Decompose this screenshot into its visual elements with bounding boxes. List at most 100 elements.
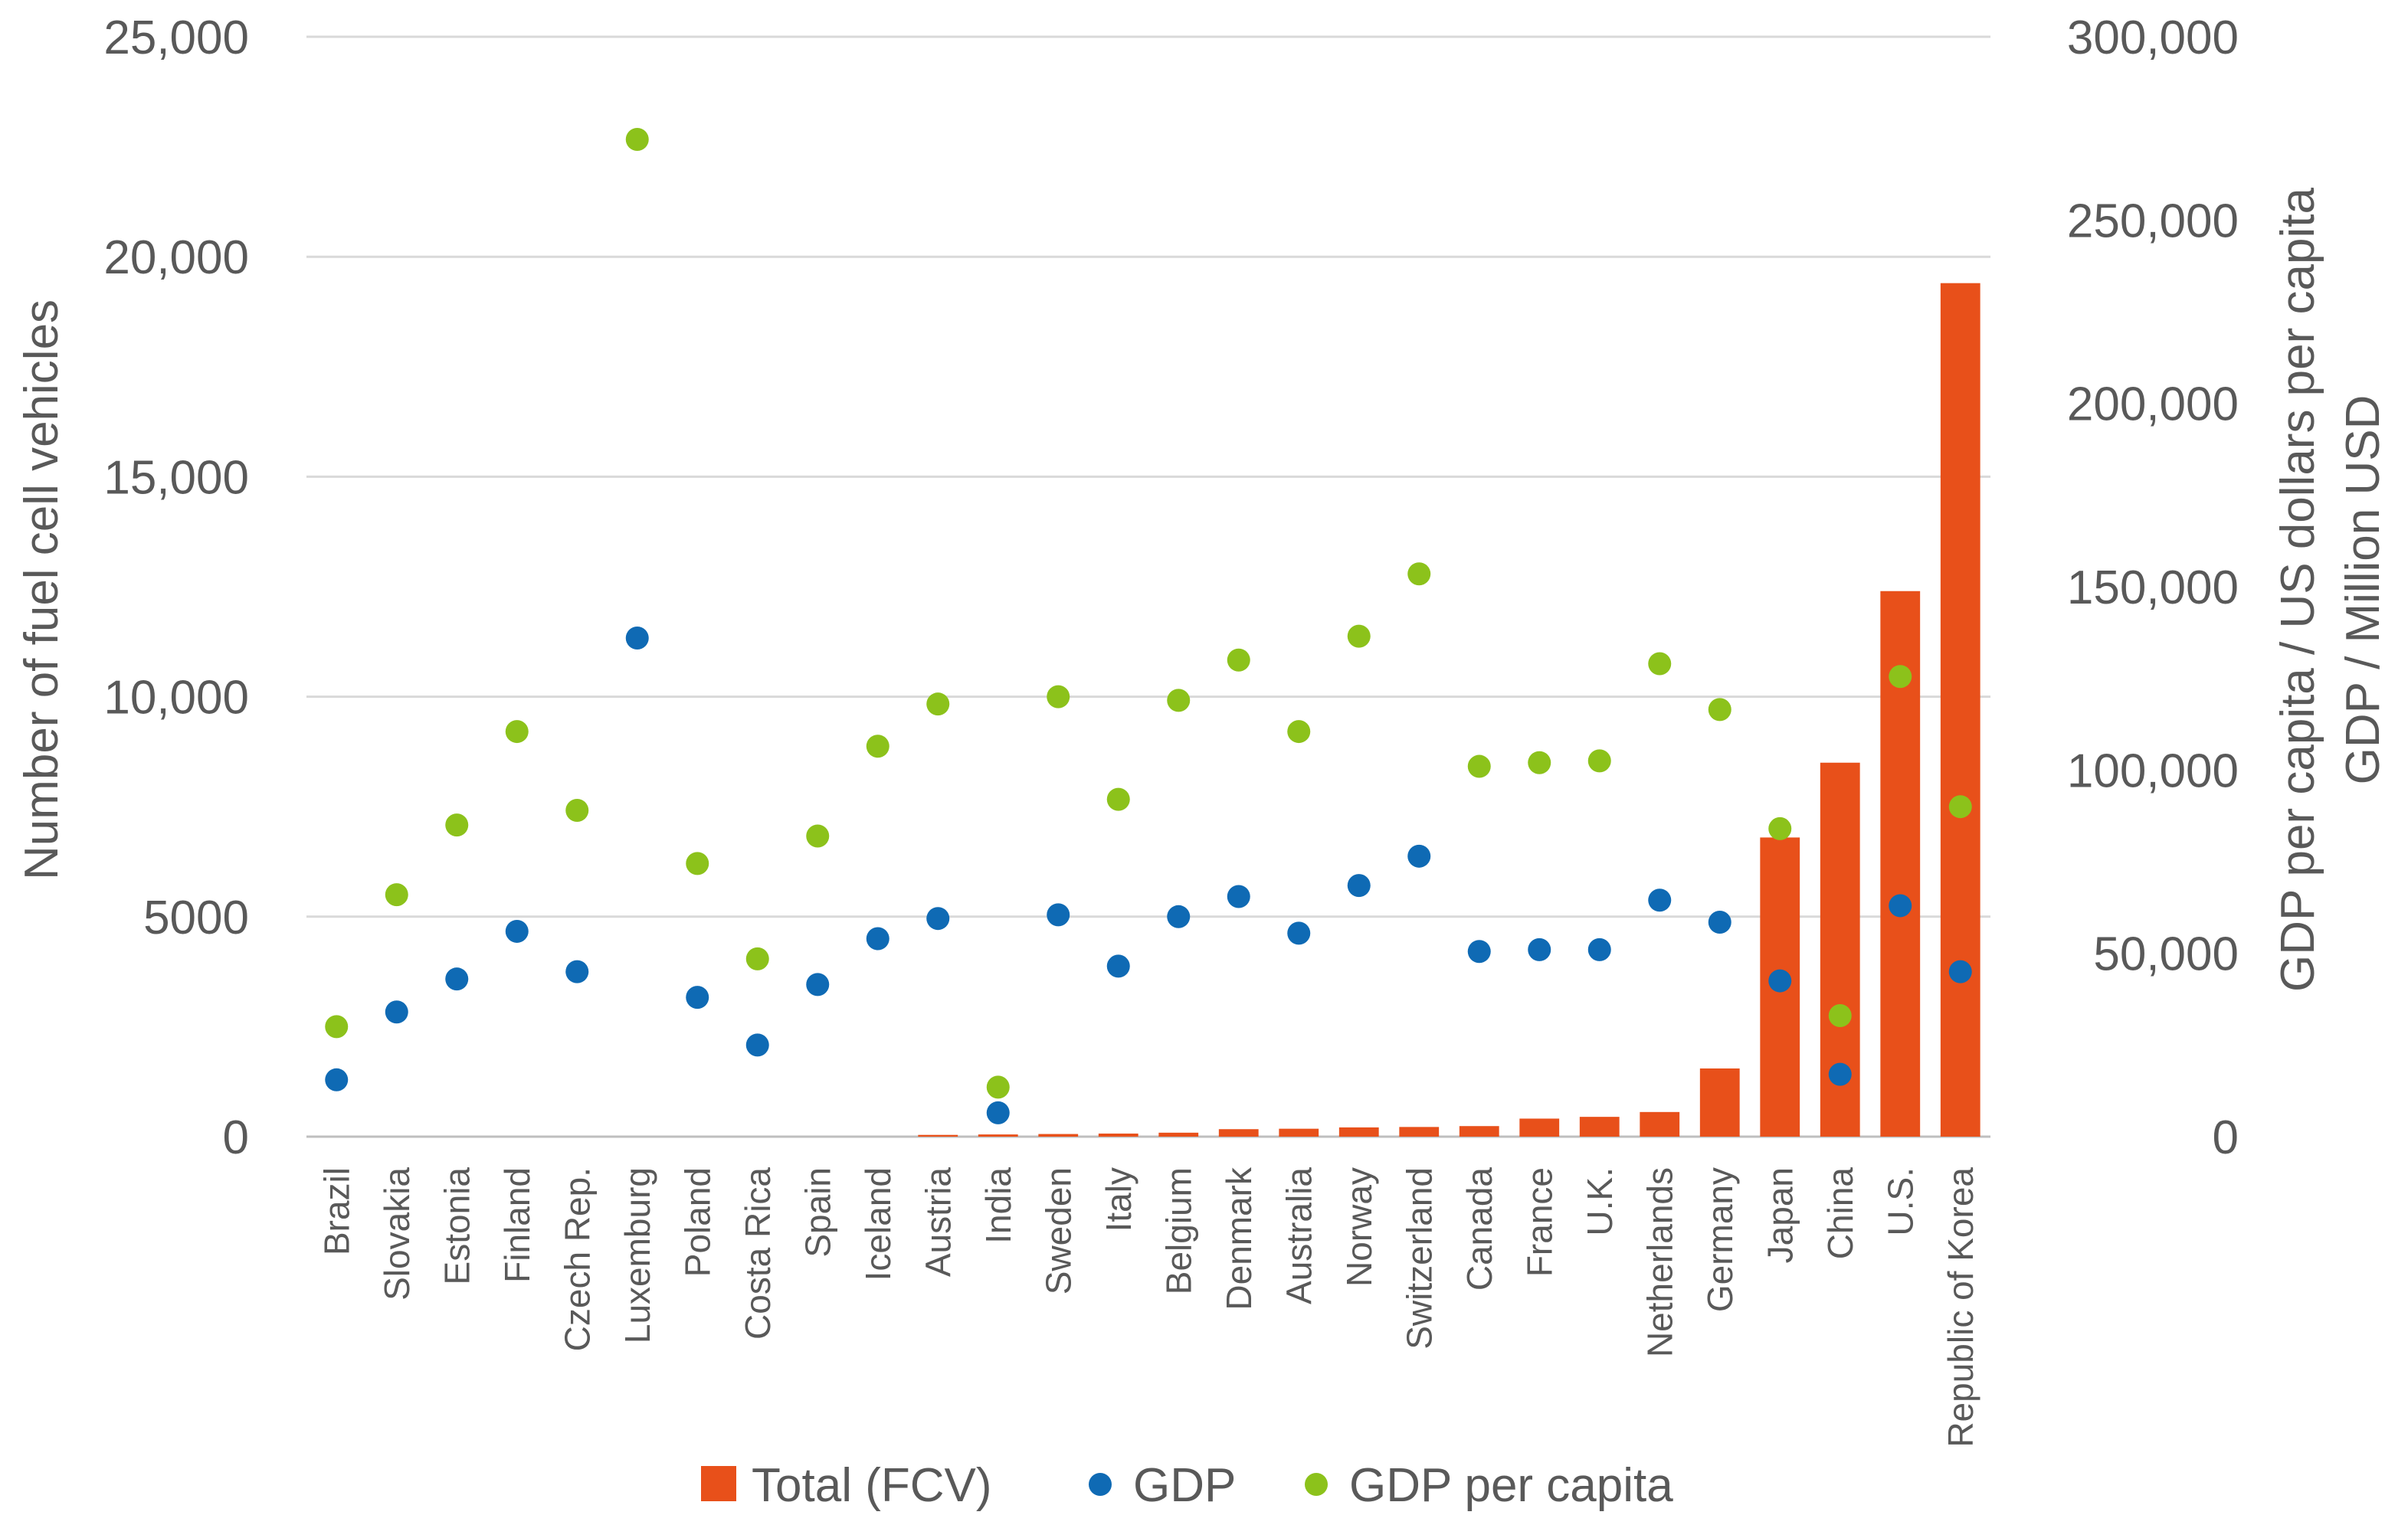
gdp-point: [1287, 921, 1311, 945]
right-axis-title-line1: GDP per capita / US dollars per capita: [2272, 188, 2324, 992]
gdp-point: [1889, 894, 1912, 918]
fcv-bars: [918, 283, 1980, 1137]
right-tick-label: 150,000: [2067, 561, 2239, 614]
gdp-per-capita-point: [986, 1075, 1010, 1099]
legend-label: Total (FCV): [752, 1459, 991, 1512]
category-label: Finland: [497, 1167, 537, 1283]
category-label: Germany: [1700, 1167, 1740, 1312]
gdp-point: [1407, 844, 1431, 868]
category-label: Austria: [918, 1167, 958, 1278]
grid-lines: [306, 35, 1990, 1138]
gdp-points: [325, 627, 1972, 1124]
gdp-point: [1227, 885, 1250, 908]
gdp-per-capita-point: [745, 947, 769, 970]
gdp-per-capita-point: [866, 735, 889, 758]
gdp-per-capita-point: [1287, 720, 1311, 744]
category-label: Denmark: [1219, 1167, 1259, 1311]
gdp-per-capita-point: [1106, 787, 1130, 811]
gdp-point: [926, 907, 950, 931]
bar: [978, 1134, 1018, 1137]
category-label: Japan: [1760, 1167, 1800, 1263]
gdp-point: [1768, 969, 1792, 993]
right-tick-label: 100,000: [2067, 744, 2239, 797]
right-tick-label: 300,000: [2067, 11, 2239, 64]
bar: [1218, 1129, 1259, 1137]
right-axis-ticks: 0 50,000 100,000 150,000 200,000 250,000 300,0…: [2067, 11, 2239, 1164]
gdp-per-capita-point: [1948, 795, 1972, 819]
gdp-point: [505, 919, 529, 943]
bar: [1519, 1118, 1560, 1137]
gdp-point: [445, 967, 469, 991]
legend-label: GDP: [1133, 1459, 1236, 1512]
gdp-point: [1106, 954, 1130, 978]
gdp-per-capita-point: [926, 692, 950, 716]
gdp-point: [385, 1000, 408, 1024]
bar: [1640, 1111, 1680, 1137]
gdp-point: [625, 627, 649, 650]
category-label: Republic of Korea: [1941, 1167, 1980, 1448]
left-tick-label: 5000: [143, 892, 249, 944]
gdp-point: [686, 986, 709, 1010]
gdp-per-capita-point: [565, 798, 589, 822]
bar: [1279, 1128, 1319, 1137]
category-label: Canada: [1460, 1167, 1499, 1291]
gdp-per-capita-point: [1708, 698, 1731, 722]
gdp-point: [1528, 938, 1551, 961]
gdp-per-capita-point: [445, 813, 469, 837]
legend-swatch: [701, 1466, 736, 1501]
gdp-per-capita-point: [1407, 562, 1431, 586]
gdp-per-capita-point: [806, 824, 830, 848]
bar: [1038, 1134, 1079, 1137]
legend-swatch: [1305, 1473, 1328, 1496]
right-tick-label: 50,000: [2093, 928, 2239, 981]
category-label: Brazil: [316, 1167, 356, 1255]
gdp-per-capita-point: [1648, 652, 1672, 676]
bar: [1098, 1133, 1138, 1137]
category-label: Iceland: [858, 1167, 898, 1281]
bar: [1338, 1127, 1379, 1137]
category-label: U.K.: [1580, 1167, 1620, 1235]
gdp-point: [325, 1068, 349, 1091]
category-label: Netherlands: [1640, 1167, 1679, 1357]
gdp-per-capita-points: [325, 128, 1972, 1099]
gdp-point: [1708, 910, 1731, 934]
right-tick-label: 200,000: [2067, 378, 2239, 431]
bar: [1459, 1126, 1499, 1137]
category-label: Czech Rep.: [557, 1167, 597, 1351]
right-axis-title-line2: GDP / Million USD: [2337, 395, 2390, 785]
bar: [1699, 1068, 1740, 1137]
gdp-point: [1047, 903, 1070, 927]
bar: [1940, 283, 1980, 1137]
gdp-per-capita-point: [1889, 665, 1912, 689]
category-labels: Brazil Slovakia Estonia Finland Czech Rep. Lu…: [316, 1167, 1980, 1448]
gdp-point: [745, 1033, 769, 1057]
left-axis-title: Number of fuel cell vehicles: [15, 299, 68, 880]
gdp-per-capita-point: [385, 883, 408, 907]
gdp-per-capita-point: [1167, 689, 1191, 712]
category-label: Estonia: [437, 1167, 477, 1285]
gdp-per-capita-point: [325, 1015, 349, 1039]
category-label: Norway: [1339, 1167, 1379, 1287]
gdp-point: [1467, 940, 1491, 964]
right-tick-label: 250,000: [2067, 195, 2239, 247]
legend-label: GDP per capita: [1349, 1459, 1673, 1512]
left-tick-label: 25,000: [103, 11, 249, 64]
gdp-per-capita-point: [1047, 685, 1070, 708]
left-tick-label: 10,000: [103, 672, 249, 725]
category-label: Costa Rica: [738, 1167, 778, 1340]
category-label: Australia: [1279, 1167, 1319, 1304]
left-tick-label: 15,000: [103, 451, 249, 504]
gdp-per-capita-point: [1347, 624, 1371, 648]
gdp-point: [866, 927, 889, 951]
gdp-point: [1648, 888, 1672, 912]
bar: [1399, 1127, 1440, 1137]
gdp-per-capita-point: [1467, 754, 1491, 778]
gdp-per-capita-point: [505, 720, 529, 744]
bar: [1158, 1132, 1199, 1137]
gdp-point: [1587, 938, 1611, 961]
left-tick-label: 20,000: [103, 231, 249, 284]
right-tick-label: 0: [2213, 1111, 2239, 1164]
gdp-point: [1347, 874, 1371, 898]
left-tick-label: 0: [223, 1111, 249, 1164]
